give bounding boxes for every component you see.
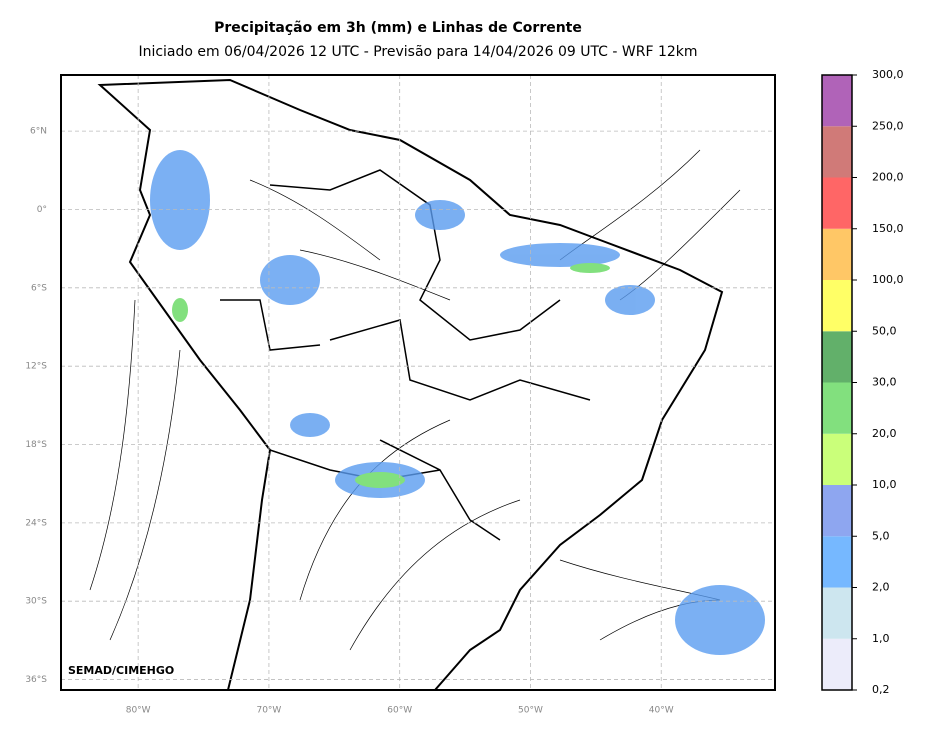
lon-tick-label: 60°W (387, 706, 412, 716)
lon-tick-label: 50°W (518, 706, 543, 716)
colorbar-label: 50,0 (872, 324, 897, 337)
colorbar: 0,2 1,0 2,0 5,0 10,0 20,0 30,0 50,0 100,0 150,0 20… (821, 68, 904, 696)
colorbar-label: 30,0 (872, 376, 897, 389)
lat-tick-label: 6°N (30, 127, 47, 137)
colorbar-label: 250,0 (872, 119, 904, 132)
map: SEMAD/CIMEHGO (60, 74, 776, 691)
lat-tick-label: 0° (37, 205, 47, 215)
colorbar-label: 20,0 (872, 427, 897, 440)
lat-tick-label: 36°S (25, 675, 47, 685)
subtitle: Iniciado em 06/04/2026 12 UTC - Previsão… (138, 44, 697, 60)
colorbar-bin (822, 485, 852, 537)
colorbar-label: 150,0 (872, 222, 904, 235)
colorbar-bin (822, 331, 852, 383)
colorbar-bin (822, 638, 852, 690)
colorbar-label: 10,0 (872, 478, 897, 491)
lon-tick-label: 80°W (126, 706, 151, 716)
title: Precipitação em 3h (mm) e Linhas de Corr… (214, 20, 582, 36)
borders (220, 169, 591, 541)
colorbar-bin (822, 126, 852, 178)
colorbar-bin (822, 75, 852, 127)
colorbar-label: 100,0 (872, 273, 904, 286)
colorbar-bin (822, 382, 852, 434)
lat-tick-label: 30°S (25, 597, 47, 607)
colorbar-label: 300,0 (872, 68, 904, 81)
colorbar-bin (822, 536, 852, 588)
colorbar-label: 200,0 (872, 171, 904, 184)
precipitation (150, 150, 765, 655)
colorbar-label: 2,0 (872, 581, 890, 594)
map-frame (60, 74, 776, 691)
colorbar-bin (822, 177, 852, 229)
lat-tick-label: 18°S (25, 440, 47, 450)
lon-tick-label: 40°W (649, 706, 674, 716)
coastline (97, 78, 724, 691)
colorbar-bin (822, 433, 852, 485)
colorbar-label: 5,0 (872, 529, 890, 542)
lat-tick-label: 6°S (31, 283, 47, 293)
heavy-precipitation (172, 263, 610, 488)
colorbar-bin (822, 587, 852, 639)
colorbar-label: 0,2 (872, 683, 890, 696)
lat-tick-label: 24°S (25, 518, 47, 528)
colorbar-label: 1,0 (872, 632, 890, 645)
credit: SEMAD/CIMEHGO (68, 664, 174, 677)
lon-tick-label: 70°W (256, 706, 281, 716)
lat-tick-label: 12°S (25, 362, 47, 372)
colorbar-bin (822, 228, 852, 280)
colorbar-bin (822, 280, 852, 332)
